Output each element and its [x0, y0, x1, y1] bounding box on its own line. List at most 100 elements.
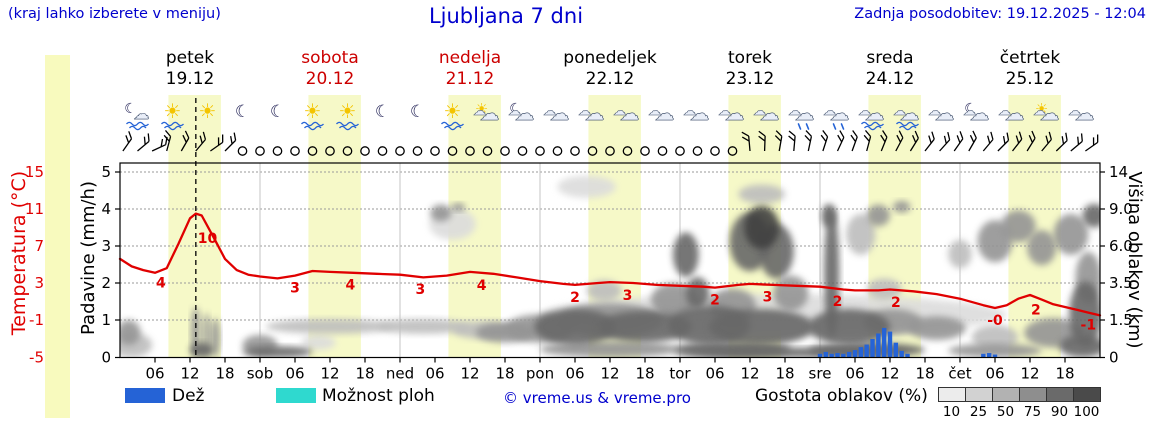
copyright-link[interactable]: © vreme.us & vreme.pro: [503, 389, 691, 407]
svg-text:☁: ☁: [718, 104, 731, 119]
svg-text:☁: ☁: [998, 104, 1011, 119]
precip-tick-label: 5: [101, 163, 111, 181]
colorbar-value-label: 50: [996, 404, 1015, 420]
colorbar-value-label: 25: [969, 404, 988, 420]
menu-hint-text: (kraj lahko izberete v meniju): [8, 6, 221, 22]
calm-wind-icon: [605, 146, 615, 156]
temp-tick-label: 11: [25, 200, 44, 218]
wind-barb-icon: [741, 131, 751, 152]
cloud-density-colorbar-labels: 10 25 50 75 90 100: [938, 404, 1100, 420]
temperature-value-label: 2: [570, 290, 580, 306]
cloud-blob: [300, 335, 336, 350]
calm-wind-icon: [325, 146, 335, 156]
precip-tick-label: 3: [101, 237, 111, 255]
calm-wind-icon: [342, 146, 353, 156]
x-axis-label: tor: [669, 365, 691, 383]
calm-wind-icon: [692, 146, 703, 156]
calm-wind-icon: [272, 146, 283, 156]
day-header-četrtek: četrtek 25.12: [960, 48, 1100, 90]
cloud-tick-label: 3.5: [1109, 274, 1133, 292]
calm-wind-icon: [570, 146, 580, 156]
rain-bar: [835, 353, 840, 358]
weather-icon-cloud-rain: ☁☁: [893, 101, 920, 131]
day-date: 21.12: [445, 69, 495, 89]
svg-text:☁: ☁: [1075, 101, 1095, 125]
wind-barb-icon: [1011, 131, 1023, 152]
rain-bar: [992, 354, 998, 358]
colorbar-cell: [1019, 387, 1047, 402]
wind-barb-icon: [939, 132, 951, 152]
rain-legend-swatch: [125, 388, 165, 403]
wind-barb-icon: [820, 130, 829, 152]
wind-barb-icon: [1085, 134, 1099, 152]
x-axis-label: 12: [180, 365, 199, 383]
x-axis-label: 06: [285, 365, 304, 383]
svg-text:☀: ☀: [304, 99, 322, 123]
colorbar-cell: [1046, 387, 1074, 402]
cloud-blob: [1027, 229, 1057, 266]
cloud-blob: [1000, 210, 1036, 243]
precip-axis-ticks: 5 4 3 2 1 0: [101, 163, 111, 367]
cloud-blob: [907, 316, 966, 340]
weather-icon-cloud: ☁☁: [753, 101, 780, 126]
day-name: nedelja: [438, 48, 502, 68]
colorbar-value-label: 10: [942, 404, 961, 420]
temperature-line: [118, 212, 1102, 317]
cloud-blob: [242, 346, 313, 358]
cloud-blob: [808, 308, 891, 346]
calm-wind-icon: [377, 146, 388, 156]
wind-barb-icon: [997, 132, 1010, 152]
x-axis-labels: 06 12 18 sob 06 12 18 ned 06 12 18 pon 06 12 18 tor 06 12…: [145, 365, 1074, 383]
cloud-blob: [821, 203, 836, 228]
precip-tick-label: 4: [101, 200, 111, 218]
cloud-blob: [971, 325, 1019, 350]
svg-text:☁: ☁: [753, 104, 766, 119]
svg-text:☾: ☾: [270, 102, 285, 122]
x-axis-label: 06: [425, 365, 444, 383]
weather-icon-cloud: ☁☁: [648, 101, 675, 126]
cloud-blob: [738, 184, 786, 204]
svg-text:☁: ☁: [893, 104, 906, 119]
cloud-blob: [673, 232, 699, 278]
svg-text:☁: ☁: [1040, 101, 1060, 125]
temperature-value-label: 3: [290, 281, 300, 297]
day-date: 20.12: [305, 69, 355, 89]
calm-wind-icon: [710, 146, 720, 156]
svg-text:☾: ☾: [964, 101, 977, 117]
temperature-value-label: 3: [623, 288, 633, 304]
weather-icon-cloud: ☁☁: [543, 101, 570, 126]
cloud-blob: [265, 319, 395, 334]
day-name: sreda: [866, 48, 914, 68]
svg-text:☁: ☁: [648, 104, 661, 119]
calm-wind-icon: [482, 146, 493, 156]
svg-text:☁: ☁: [760, 101, 780, 125]
wind-barb-icon: [804, 130, 813, 152]
wind-barb-icon: [788, 130, 796, 152]
weather-icon-moon: ☾: [410, 102, 425, 122]
rain-bar: [905, 353, 910, 358]
cloud-tick-label: 1.5: [1109, 311, 1133, 329]
weather-icon-cloud-rain: ☁☁: [858, 101, 885, 131]
temp-tick-label: 3: [34, 274, 44, 292]
wind-barb-icon: [982, 131, 994, 152]
temp-tick-label: 7: [34, 237, 44, 255]
x-axis-label: 12: [460, 365, 479, 383]
rain-bar: [870, 339, 875, 358]
calm-wind-icon: [430, 146, 440, 156]
rain-bar: [864, 344, 869, 358]
weather-icon-moon: ☾: [375, 102, 390, 122]
day-date: 25.12: [1005, 69, 1055, 89]
svg-text:☁: ☁: [858, 104, 871, 119]
svg-text:☁: ☁: [690, 101, 710, 125]
svg-text:☁: ☁: [620, 101, 640, 125]
cloud-blob: [534, 308, 616, 346]
plot-frame: [115, 162, 1105, 363]
temperature-value-label: 4: [156, 276, 166, 292]
day-header-sreda: sreda 24.12: [820, 48, 960, 90]
day-name: petek: [165, 48, 215, 68]
rain-bar: [981, 353, 986, 358]
weather-icon-moon: ☾: [235, 102, 250, 122]
cloud-blob: [744, 206, 780, 249]
wind-barb-icon: [909, 130, 919, 152]
cloud-blob: [824, 207, 840, 338]
